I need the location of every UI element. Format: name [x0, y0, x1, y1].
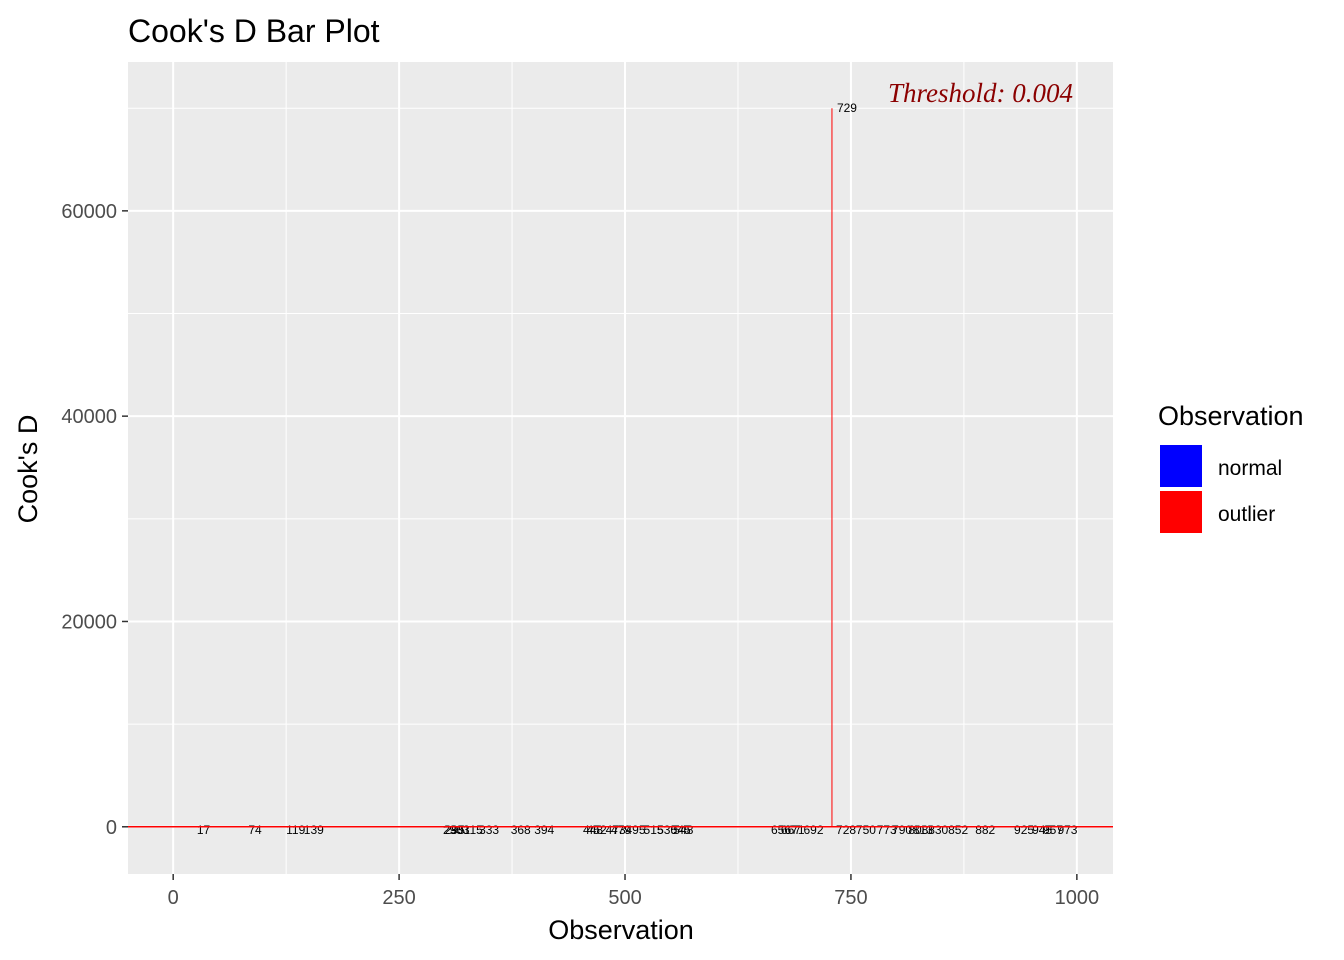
- y-tick-label: 60000: [61, 201, 117, 223]
- obs-label-692: 692: [804, 823, 824, 837]
- y-tick-label: 40000: [61, 406, 117, 428]
- obs-label-74: 74: [248, 823, 262, 837]
- legend-swatch-normal: [1160, 445, 1202, 487]
- obs-label-394: 394: [534, 823, 554, 837]
- obs-label-750: 750: [856, 823, 876, 837]
- obs-label-548: 548: [673, 823, 693, 837]
- y-tick-label: 0: [106, 817, 117, 839]
- obs-label-729: 729: [837, 101, 857, 115]
- obs-label-973: 973: [1057, 823, 1077, 837]
- panel-background: [128, 62, 1113, 874]
- x-tick-label: 0: [168, 887, 179, 909]
- x-tick-label: 750: [834, 887, 867, 909]
- x-tick-label: 500: [608, 887, 641, 909]
- y-tick-label: 20000: [61, 611, 117, 633]
- obs-label-830: 830: [928, 823, 948, 837]
- x-tick-label: 1000: [1055, 887, 1100, 909]
- obs-label-119: 119: [286, 823, 305, 837]
- threshold-label: Threshold: 0.004: [888, 78, 1073, 108]
- obs-label-368: 368: [511, 823, 531, 837]
- obs-label-333: 333: [479, 823, 499, 837]
- obs-label-139: 139: [304, 823, 324, 837]
- obs-label-671: 671: [785, 823, 805, 837]
- legend-label-outlier: outlier: [1218, 503, 1275, 526]
- obs-label-852: 852: [948, 823, 968, 837]
- legend-title: Observation: [1158, 401, 1304, 431]
- obs-label-728: 728: [836, 823, 856, 837]
- chart-title: Cook's D Bar Plot: [128, 13, 380, 49]
- x-axis-title: Observation: [548, 915, 694, 945]
- x-tick-label: 250: [382, 887, 415, 909]
- y-axis-title: Cook's D: [13, 415, 43, 524]
- plot-panel: 0 250 500 750 1000 0 20000 40000 60000 17 74 119139…: [61, 62, 1113, 909]
- legend: Observation normal outlier: [1158, 401, 1304, 534]
- legend-swatch-outlier: [1160, 491, 1202, 533]
- obs-label-882: 882: [975, 823, 995, 837]
- obs-label-452: 452: [587, 823, 607, 837]
- legend-label-normal: normal: [1218, 457, 1282, 480]
- obs-label-17: 17: [197, 823, 211, 837]
